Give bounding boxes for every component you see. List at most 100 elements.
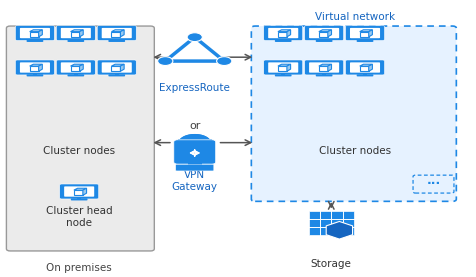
Bar <box>362 74 367 75</box>
Text: VPN
Gateway: VPN Gateway <box>171 170 217 192</box>
Polygon shape <box>359 32 368 37</box>
FancyBboxPatch shape <box>345 25 384 40</box>
Polygon shape <box>278 66 286 71</box>
FancyBboxPatch shape <box>27 40 43 42</box>
FancyBboxPatch shape <box>263 60 302 75</box>
Polygon shape <box>70 64 83 66</box>
Polygon shape <box>83 188 86 195</box>
Polygon shape <box>111 66 120 71</box>
FancyBboxPatch shape <box>97 60 136 75</box>
Polygon shape <box>74 188 86 190</box>
Polygon shape <box>327 30 331 37</box>
FancyBboxPatch shape <box>64 186 94 197</box>
FancyBboxPatch shape <box>274 40 291 42</box>
FancyBboxPatch shape <box>60 28 91 38</box>
Polygon shape <box>39 30 42 37</box>
FancyBboxPatch shape <box>27 74 43 76</box>
Text: Storage: Storage <box>310 259 351 269</box>
FancyBboxPatch shape <box>308 62 338 73</box>
Text: Cluster head
node: Cluster head node <box>46 206 112 228</box>
Polygon shape <box>79 30 83 37</box>
Bar <box>33 39 37 41</box>
Text: ···: ··· <box>426 178 440 191</box>
FancyBboxPatch shape <box>56 25 95 40</box>
Bar <box>33 74 37 75</box>
FancyBboxPatch shape <box>20 28 50 38</box>
Polygon shape <box>368 64 372 71</box>
FancyBboxPatch shape <box>20 62 50 73</box>
Text: On premises: On premises <box>46 263 112 273</box>
Circle shape <box>157 57 172 65</box>
Polygon shape <box>70 66 79 71</box>
FancyBboxPatch shape <box>15 25 54 40</box>
Polygon shape <box>30 30 42 32</box>
FancyBboxPatch shape <box>97 25 136 40</box>
FancyBboxPatch shape <box>60 184 99 199</box>
Polygon shape <box>30 66 39 71</box>
FancyBboxPatch shape <box>175 165 213 171</box>
FancyBboxPatch shape <box>308 211 353 235</box>
Polygon shape <box>39 64 42 71</box>
FancyBboxPatch shape <box>68 40 84 42</box>
Bar <box>280 74 285 75</box>
FancyBboxPatch shape <box>308 28 338 38</box>
FancyBboxPatch shape <box>356 40 373 42</box>
Polygon shape <box>278 30 290 32</box>
FancyBboxPatch shape <box>108 40 125 42</box>
Text: or: or <box>188 121 200 131</box>
Bar <box>187 162 201 166</box>
Polygon shape <box>359 64 372 66</box>
FancyBboxPatch shape <box>101 62 131 73</box>
FancyBboxPatch shape <box>356 74 373 76</box>
Polygon shape <box>326 221 352 239</box>
Bar <box>114 74 119 75</box>
Polygon shape <box>79 64 83 71</box>
FancyBboxPatch shape <box>268 28 298 38</box>
Text: Virtual network: Virtual network <box>314 12 394 22</box>
Bar <box>280 39 285 41</box>
FancyBboxPatch shape <box>15 60 54 75</box>
Polygon shape <box>286 64 290 71</box>
Polygon shape <box>70 32 79 37</box>
Polygon shape <box>278 64 290 66</box>
Text: Cluster nodes: Cluster nodes <box>43 146 115 156</box>
Bar <box>321 74 326 75</box>
FancyBboxPatch shape <box>304 60 343 75</box>
Polygon shape <box>286 30 290 37</box>
FancyBboxPatch shape <box>70 198 87 201</box>
Polygon shape <box>30 64 42 66</box>
FancyBboxPatch shape <box>349 28 379 38</box>
Polygon shape <box>111 64 124 66</box>
FancyBboxPatch shape <box>173 140 215 164</box>
FancyBboxPatch shape <box>263 25 302 40</box>
FancyBboxPatch shape <box>315 74 332 76</box>
Bar <box>74 74 78 75</box>
Polygon shape <box>368 30 372 37</box>
Polygon shape <box>111 30 124 32</box>
FancyBboxPatch shape <box>315 40 332 42</box>
Polygon shape <box>318 30 331 32</box>
Bar <box>77 198 81 199</box>
FancyBboxPatch shape <box>6 26 154 251</box>
FancyBboxPatch shape <box>345 60 384 75</box>
Polygon shape <box>120 30 124 37</box>
Polygon shape <box>318 32 327 37</box>
Polygon shape <box>111 32 120 37</box>
Polygon shape <box>318 66 327 71</box>
Text: ExpressRoute: ExpressRoute <box>159 83 230 93</box>
Polygon shape <box>30 32 39 37</box>
Bar <box>321 39 326 41</box>
FancyBboxPatch shape <box>268 62 298 73</box>
Polygon shape <box>278 32 286 37</box>
FancyBboxPatch shape <box>68 74 84 76</box>
Circle shape <box>216 57 231 65</box>
Circle shape <box>187 33 202 42</box>
FancyBboxPatch shape <box>56 60 95 75</box>
Polygon shape <box>327 64 331 71</box>
Polygon shape <box>359 66 368 71</box>
Bar <box>362 39 367 41</box>
FancyBboxPatch shape <box>304 25 343 40</box>
Polygon shape <box>318 64 331 66</box>
FancyBboxPatch shape <box>60 62 91 73</box>
Bar <box>74 39 78 41</box>
